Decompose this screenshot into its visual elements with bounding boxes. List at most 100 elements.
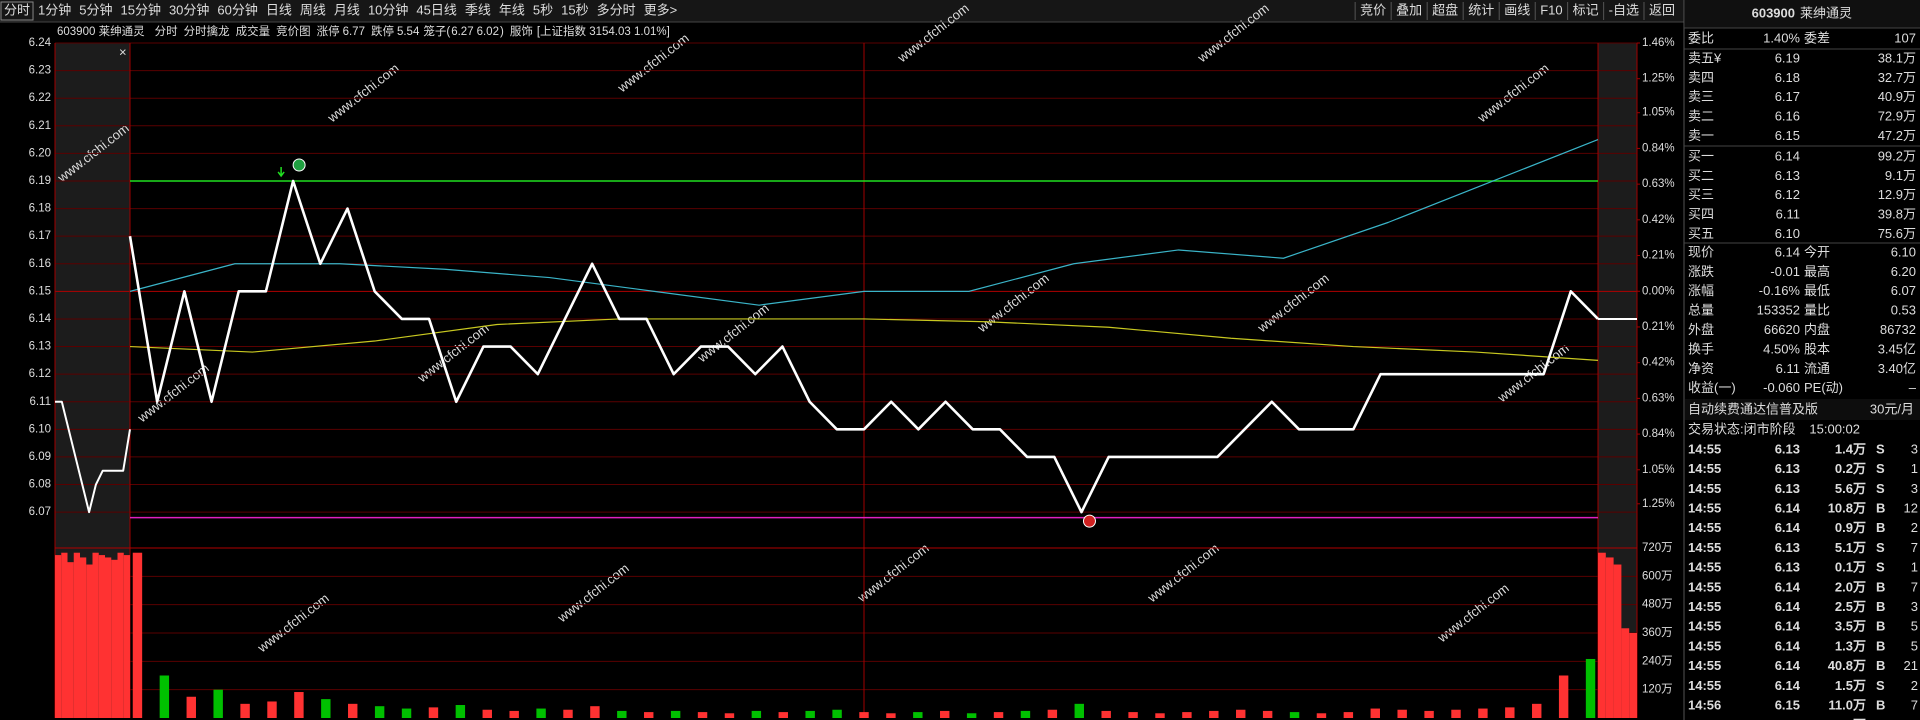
trade-side: B (1876, 638, 1885, 653)
close-icon[interactable]: × (119, 44, 127, 59)
trade-count: 1 (1911, 560, 1918, 575)
trade-count: 3 (1911, 599, 1918, 614)
trade-volume: 11.0万 (1828, 698, 1866, 713)
volume-bar (913, 712, 923, 718)
trade-time: 14:55 (1688, 560, 1721, 575)
period-tab[interactable]: 年线 (499, 2, 525, 17)
tool-button[interactable]: 标记 (1573, 2, 1599, 17)
volume-bar (751, 710, 762, 718)
info-item: 涨停 (317, 24, 340, 38)
volume-bar (1370, 708, 1380, 718)
volume-bar (455, 705, 466, 718)
trade-count: 21 (1904, 658, 1918, 673)
period-tab[interactable]: 月线 (334, 2, 360, 17)
trade-price: 6.14 (1775, 717, 1801, 720)
volume-bar (805, 710, 815, 718)
period-tab[interactable]: 5秒 (533, 2, 553, 17)
period-tab[interactable]: 15分钟 (120, 2, 160, 17)
period-tab[interactable]: 分时 (4, 2, 30, 17)
active-tab (0, 1, 34, 21)
field-value: 9.1万 (1885, 168, 1916, 183)
volume-bar (1621, 628, 1630, 718)
volume-bar (1155, 713, 1165, 718)
period-tab[interactable]: 10分钟 (368, 2, 408, 17)
volume-bar (1532, 703, 1542, 718)
trade-count: 1 (1911, 461, 1918, 476)
volume-bar (240, 703, 250, 718)
info-item: 6.02 (477, 26, 499, 38)
info-item: 笼子( (423, 24, 450, 38)
stock-name: 莱绅通灵 (1800, 5, 1852, 20)
tool-button[interactable]: -自选 (1609, 2, 1639, 17)
period-tab[interactable]: 5分钟 (79, 2, 112, 17)
field-label: PE(动) (1804, 380, 1843, 395)
tool-button[interactable]: 叠加 (1396, 2, 1422, 17)
field-value: 153352 (1757, 303, 1800, 318)
volume-bar (617, 710, 627, 718)
field-value: 3.45亿 (1878, 341, 1916, 356)
field-value: – (1909, 380, 1917, 395)
volume-bar (1289, 712, 1300, 718)
period-tab[interactable]: 多分时 (597, 2, 636, 17)
tool-button[interactable]: 返回 (1649, 2, 1675, 17)
y-tick-label: 6.10 (29, 423, 51, 435)
y2-tick-label: 1.05% (1642, 107, 1675, 119)
volume-bar (294, 692, 304, 718)
banner-text[interactable]: 自动续费通达信普及版 (1688, 401, 1818, 416)
trade-count: 3 (1911, 441, 1918, 456)
volume-bar (644, 712, 654, 718)
status-time: 15:00:02 (1809, 421, 1860, 436)
tool-button[interactable]: 统计 (1468, 2, 1494, 17)
y-tick-label: 240万 (1642, 655, 1673, 667)
period-tab[interactable]: 更多> (644, 2, 678, 17)
volume-bar (67, 562, 74, 718)
trade-volume: 0.1万 (1835, 560, 1866, 575)
volume-bar (61, 552, 68, 718)
banner-price[interactable]: 30元/月 (1870, 401, 1914, 416)
period-tab[interactable]: 1分钟 (38, 2, 71, 17)
volume-bar (132, 552, 143, 718)
trade-count: 7 (1911, 698, 1918, 713)
y-tick-label: 6.11 (29, 396, 51, 408)
y2-tick-label: 0.42% (1642, 357, 1675, 369)
trade-price: 6.13 (1775, 540, 1800, 555)
trade-count: 7 (1911, 579, 1918, 594)
y-tick-label: 6.23 (29, 65, 51, 77)
trade-count: 5 (1911, 619, 1918, 634)
tool-button[interactable]: F10 (1540, 2, 1562, 17)
trade-side: S (1876, 678, 1885, 693)
volume-bar (1209, 710, 1219, 718)
period-tab[interactable]: 日线 (266, 2, 292, 17)
tool-button[interactable]: 竞价 (1360, 2, 1386, 17)
trade-count: 7 (1911, 540, 1918, 555)
period-tab[interactable]: 15秒 (561, 2, 588, 17)
field-label: 收益(一) (1688, 380, 1736, 395)
trade-price: 6.14 (1775, 638, 1801, 653)
tool-button[interactable]: 超盘 (1432, 2, 1458, 17)
field-label: 卖二 (1688, 109, 1714, 124)
y-tick-label: 6.22 (29, 92, 51, 104)
y2-tick-label: 0.63% (1642, 392, 1675, 404)
period-tab[interactable]: 周线 (300, 2, 326, 17)
trade-side: B (1876, 599, 1885, 614)
y-tick-label: 6.21 (29, 120, 51, 132)
y-tick-label: 720万 (1642, 542, 1673, 554)
trade-count: 5 (1911, 638, 1918, 653)
period-tab[interactable]: 60分钟 (217, 2, 257, 17)
period-tab[interactable]: 30分钟 (169, 2, 209, 17)
volume-bar (1451, 709, 1461, 718)
high-marker (292, 158, 306, 172)
period-tab[interactable]: 45日线 (416, 2, 456, 17)
tool-button[interactable]: 画线 (1504, 2, 1530, 17)
volume-bar (1182, 712, 1192, 718)
y2-tick-label: 0.84% (1642, 428, 1675, 440)
period-tab[interactable]: 季线 (465, 2, 491, 17)
low-marker (1082, 514, 1096, 528)
info-item: 6.77 (343, 26, 365, 38)
trade-time: 14:55 (1688, 441, 1721, 456)
field-label: 卖一 (1688, 128, 1714, 143)
info-item: 跌停 (371, 24, 394, 38)
field-value: -0.16% (1759, 283, 1801, 298)
